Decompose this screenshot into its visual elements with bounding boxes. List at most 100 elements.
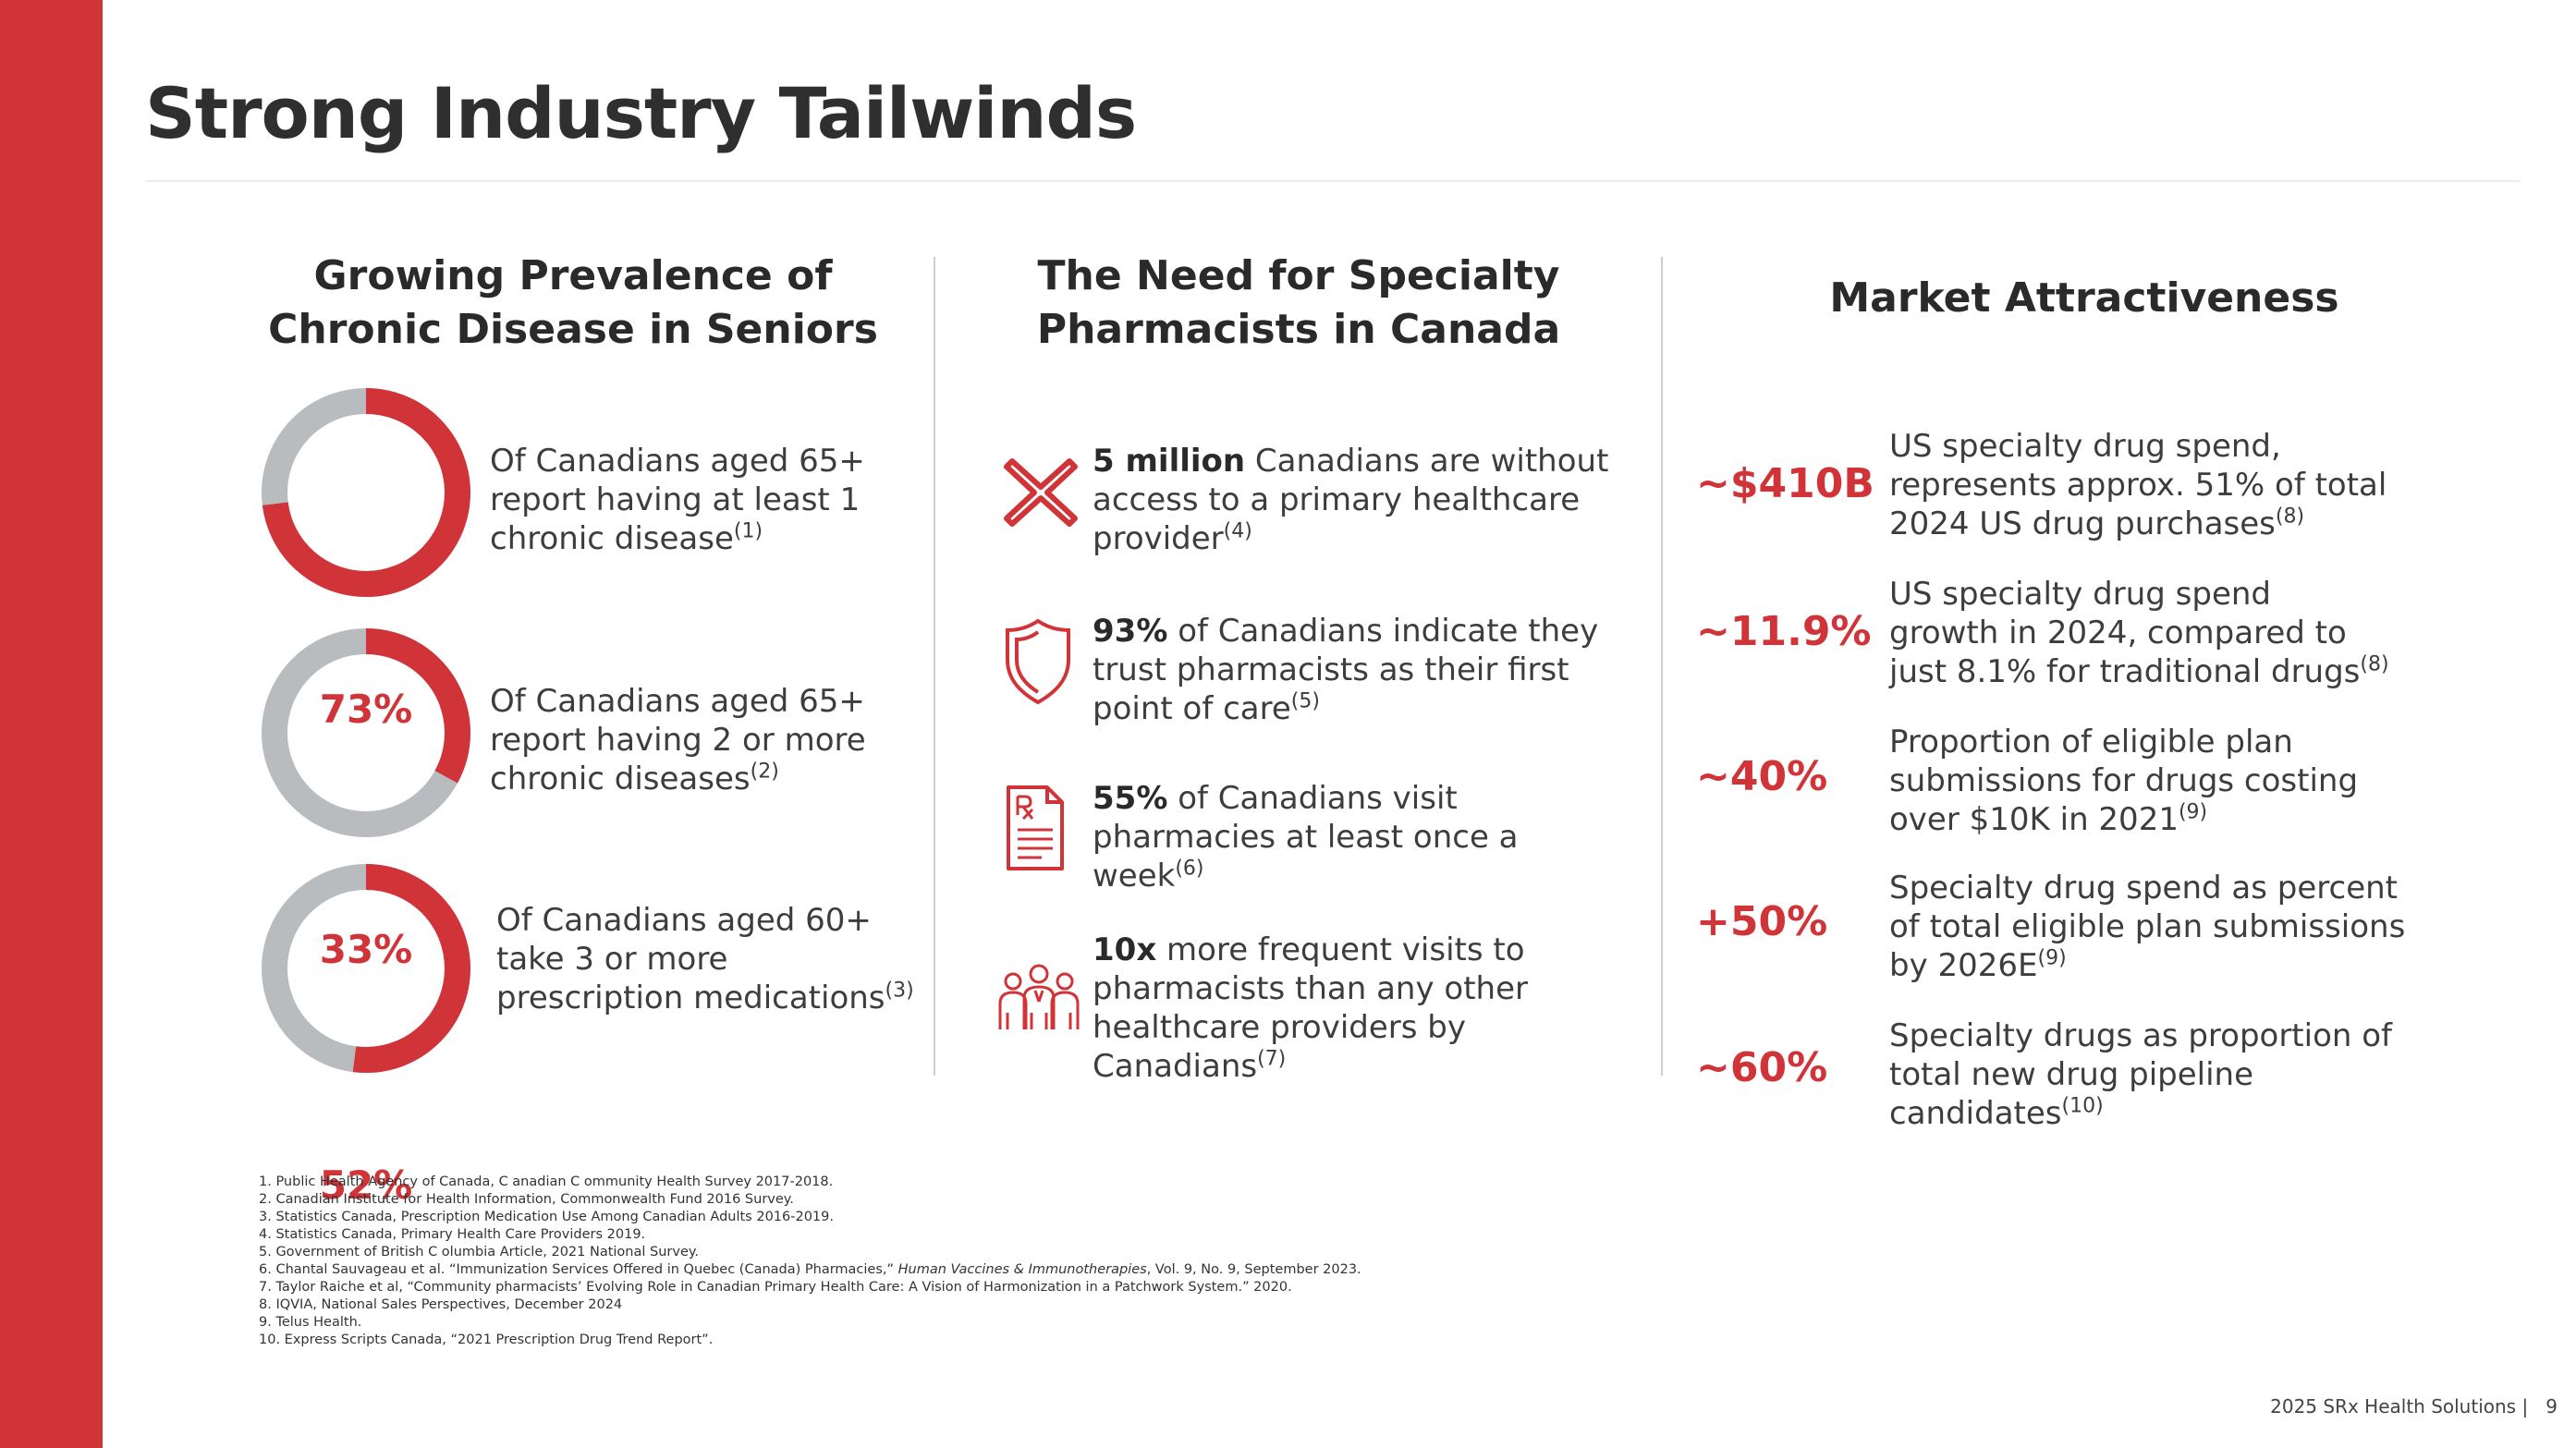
text-line: submissions for drugs costing [1889, 762, 2359, 799]
metric-value: +50% [1696, 898, 1828, 945]
text-line: candidates [1889, 1095, 2062, 1132]
text-line: Canadians are without [1245, 443, 1609, 480]
market-item-4-text: Specialty drug spend as percent of total… [1889, 869, 2405, 985]
footnote-ref: (3) [885, 979, 914, 1003]
pharmacists-item-2-text: 93% of Canadians indicate they trust pha… [1093, 612, 1598, 728]
text-line: US specialty drug spend, [1889, 428, 2281, 465]
footnote: 9. Telus Health. [259, 1315, 362, 1330]
text-line: pharmacists than any other [1093, 970, 1528, 1007]
people-group-icon [995, 961, 1083, 1035]
page-footer: 2025 SRx Health Solutions | 9 [2270, 1395, 2558, 1418]
column-divider-right [1661, 257, 1663, 1076]
footnote-ref: (9) [2178, 800, 2208, 824]
footer-company: 2025 SRx Health Solutions | [2270, 1395, 2529, 1418]
x-cross-icon [1001, 456, 1080, 533]
text-line: take 3 or more [496, 941, 728, 978]
footnote-ref: (9) [2037, 946, 2067, 970]
text-line: by 2026E [1889, 947, 2038, 984]
donut-chart-73: 73% [260, 386, 472, 732]
prescription-icon [1005, 784, 1066, 876]
text-line: more frequent visits to [1156, 931, 1525, 968]
text-line: just 8.1% for traditional drugs [1889, 653, 2361, 690]
highlight-stat: 5 million [1093, 443, 1246, 480]
highlight-stat: 55% [1093, 780, 1168, 817]
pharmacists-item-1-text: 5 million Canadians are without access t… [1093, 442, 1608, 558]
metric-value: ~$410B [1696, 460, 1874, 507]
seniors-item-3-text: Of Canadians aged 60+ take 3 or more pre… [496, 901, 914, 1017]
footnote: 4. Statistics Canada, Primary Health Car… [259, 1227, 646, 1242]
text-line: US specialty drug spend [1889, 576, 2272, 613]
donut-percentage: 52% [319, 1162, 413, 1208]
text-line: 2024 US drug purchases [1889, 505, 2276, 542]
footnotes: 1. Public Health Agency of Canada, C ana… [259, 1174, 1361, 1349]
text-line: total new drug pipeline [1889, 1056, 2254, 1093]
footnote-ref: (2) [750, 760, 779, 784]
seniors-heading: Growing Prevalence of Chronic Disease in… [268, 249, 878, 357]
footnote: 7. Taylor Raiche et al, “Community pharm… [259, 1280, 1292, 1295]
text-line: of Canadians indicate they [1167, 613, 1599, 650]
footnote: 10. Express Scripts Canada, “2021 Prescr… [259, 1332, 714, 1347]
donut-arc [262, 628, 470, 837]
text-line: report having at least 1 [490, 481, 861, 518]
footnote-ref: (8) [2360, 652, 2389, 676]
footnote-ref: (1) [733, 519, 763, 543]
metric-value: ~40% [1696, 753, 1828, 800]
text-line: Specialty drugs as proportion of [1889, 1017, 2393, 1054]
text-line: Of Canadians aged 65+ [490, 683, 865, 720]
donut-arc [262, 388, 470, 597]
seniors-heading-line2: Chronic Disease in Seniors [268, 306, 878, 353]
footnote-ref: (8) [2275, 505, 2305, 529]
metric-value: ~60% [1696, 1044, 1828, 1091]
text-line: Canadians [1093, 1048, 1258, 1085]
donut-percentage: 33% [319, 926, 413, 972]
text-line: pharmacies at least once a [1093, 819, 1519, 856]
pharmacists-item-4-text: 10x more frequent visits to pharmacists … [1093, 931, 1528, 1086]
text-line: Proportion of eligible plan [1889, 724, 2293, 761]
pharmacists-heading-line2: Pharmacists in Canada [1036, 306, 1561, 353]
market-item-3-text: Proportion of eligible plan submissions … [1889, 723, 2358, 839]
text-line: trust pharmacists as their first [1093, 651, 1569, 688]
page-number: 9 [2545, 1395, 2558, 1418]
market-item-2-text: US specialty drug spend growth in 2024, … [1889, 575, 2389, 691]
donut-chart-52: 52% [260, 862, 472, 1208]
seniors-heading-line1: Growing Prevalence of [313, 252, 833, 299]
shield-icon [1003, 617, 1073, 710]
column-divider-left [934, 257, 935, 1076]
footnote-text: 6. Chantal Sauvageau et al. “Immunizatio… [259, 1262, 898, 1277]
footnote: 1. Public Health Agency of Canada, C ana… [259, 1174, 834, 1189]
accent-side-bar [0, 0, 103, 1448]
title-divider [145, 180, 2521, 182]
seniors-item-1-text: Of Canadians aged 65+ report having at l… [490, 442, 865, 558]
market-heading: Market Attractiveness [1829, 274, 2339, 322]
footnote-ref: (6) [1175, 857, 1204, 881]
text-line: Specialty drug spend as percent [1889, 870, 2398, 907]
footnote: 6. Chantal Sauvageau et al. “Immunizatio… [259, 1261, 1361, 1279]
text-line: Of Canadians aged 65+ [490, 443, 865, 480]
text-line: point of care [1093, 690, 1291, 727]
text-line: access to a primary healthcare [1093, 481, 1581, 518]
text-line: chronic diseases [490, 761, 751, 797]
footnote-ref: (7) [1257, 1047, 1287, 1071]
footnote-text: , Vol. 9, No. 9, September 2023. [1146, 1262, 1361, 1277]
pharmacists-heading-line1: The Need for Specialty [1037, 252, 1560, 299]
highlight-stat: 93% [1093, 613, 1168, 650]
seniors-item-2-text: Of Canadians aged 65+ report having 2 or… [490, 682, 866, 798]
text-line: over $10K in 2021 [1889, 801, 2179, 838]
page-title: Strong Industry Tailwinds [145, 72, 1137, 154]
donut-arc [262, 864, 470, 1073]
text-line: prescription medications [496, 980, 885, 1016]
text-line: healthcare providers by [1093, 1009, 1466, 1046]
text-line: chronic disease [490, 520, 734, 557]
donut-percentage: 73% [319, 686, 413, 732]
metric-value: ~11.9% [1696, 608, 1872, 655]
market-item-5-text: Specialty drugs as proportion of total n… [1889, 1016, 2392, 1133]
text-line: growth in 2024, compared to [1889, 614, 2347, 651]
text-line: week [1093, 858, 1176, 894]
highlight-stat: 10x [1093, 931, 1157, 968]
text-line: of total eligible plan submissions [1889, 908, 2406, 945]
footnote-ref: (5) [1290, 689, 1320, 713]
text-line: Of Canadians aged 60+ [496, 902, 872, 939]
pharmacists-heading: The Need for Specialty Pharmacists in Ca… [998, 249, 1599, 357]
footnote-ref: (4) [1223, 519, 1252, 543]
text-line: provider [1093, 520, 1224, 557]
